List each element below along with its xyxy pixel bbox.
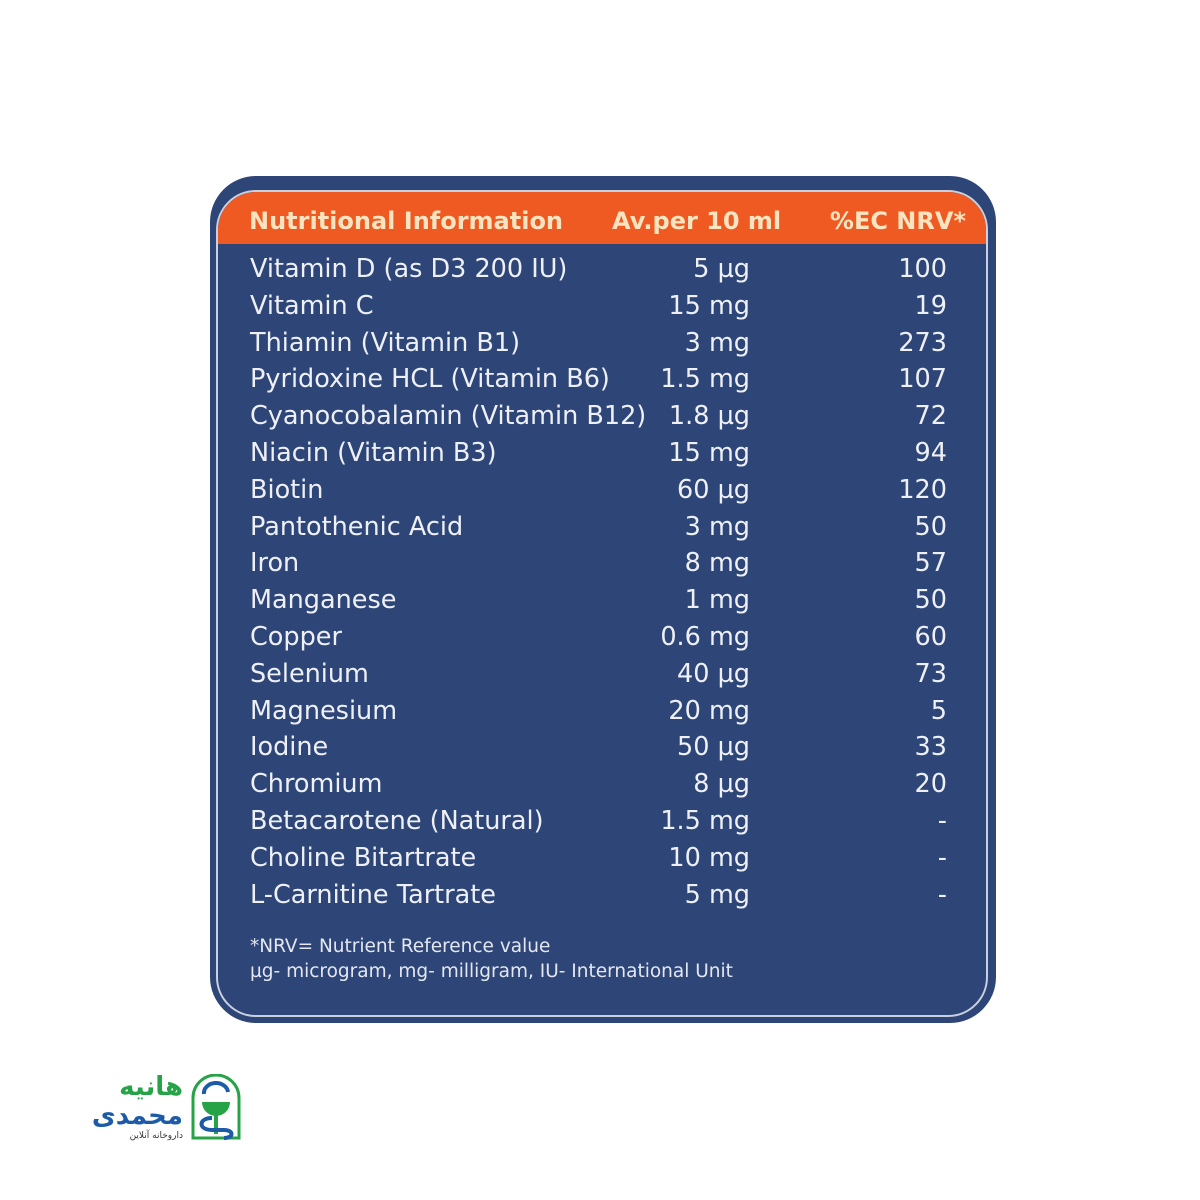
nutrient-nrv: 72 xyxy=(914,401,947,432)
nutrient-amount: 1 mg xyxy=(684,585,750,616)
table-row: Iron 8 mg 57 xyxy=(218,548,986,585)
nutrient-amount: 1.8 µg xyxy=(668,401,750,432)
nutrient-amount: 3 mg xyxy=(684,327,750,358)
table-row: Vitamin C 15 mg 19 xyxy=(218,291,986,328)
nutrient-amount: 10 mg xyxy=(668,842,750,873)
nutrient-name: Pantothenic Acid xyxy=(250,511,464,542)
table-row: Magnesium 20 mg 5 xyxy=(218,696,986,733)
nutrient-name: Selenium xyxy=(250,658,369,689)
nutrient-name: Magnesium xyxy=(250,695,398,726)
nutrient-amount: 8 µg xyxy=(693,769,750,800)
pharmacy-logo: هانیه محمدی داروخانه آنلاین xyxy=(58,1072,242,1142)
logo-line-2: محمدی xyxy=(91,1101,183,1131)
nutrient-table: Vitamin D (as D3 200 IU) 5 µg 100 Vitamin C… xyxy=(218,254,986,916)
nutrient-name: Biotin xyxy=(250,474,324,505)
nutrient-name: Niacin (Vitamin B3) xyxy=(250,437,497,468)
nutrient-amount: 15 mg xyxy=(668,437,750,468)
nutrient-name: Choline Bitartrate xyxy=(250,842,477,873)
nutrient-amount: 1.5 mg xyxy=(660,805,750,836)
logo-line-1: هانیه xyxy=(119,1072,183,1102)
nutrient-amount: 5 mg xyxy=(684,879,750,910)
nutrient-nrv: - xyxy=(937,879,947,910)
nutrient-name: Cyanocobalamin (Vitamin B12) xyxy=(250,401,647,432)
table-row: Thiamin (Vitamin B1) 3 mg 273 xyxy=(218,328,986,365)
nutrient-amount: 40 µg xyxy=(677,658,750,689)
nutrient-nrv: 60 xyxy=(914,621,947,652)
nutrient-nrv: 57 xyxy=(914,548,947,579)
nutrient-nrv: 19 xyxy=(914,290,947,321)
nutrient-name: Vitamin D (as D3 200 IU) xyxy=(250,254,568,284)
table-row: Pyridoxine HCL (Vitamin B6) 1.5 mg 107 xyxy=(218,364,986,401)
nutrition-label: Nutritional Information Av.per 10 ml %EC… xyxy=(210,176,996,1023)
nutrient-name: Iodine xyxy=(250,732,329,763)
nutrient-name: Thiamin (Vitamin B1) xyxy=(250,327,521,358)
nutrient-name: Betacarotene (Natural) xyxy=(250,805,544,836)
nutrient-nrv: 273 xyxy=(898,327,947,358)
table-row: Cyanocobalamin (Vitamin B12) 1.8 µg 72 xyxy=(218,401,986,438)
header-nutritional-information: Nutritional Information xyxy=(249,207,564,235)
table-row: Iodine 50 µg 33 xyxy=(218,732,986,769)
nutrient-nrv: 120 xyxy=(898,474,947,505)
nutrient-amount: 5 µg xyxy=(693,254,750,284)
table-header: Nutritional Information Av.per 10 ml %EC… xyxy=(218,192,986,244)
nutrient-nrv: - xyxy=(937,805,947,836)
table-row: Copper 0.6 mg 60 xyxy=(218,622,986,659)
table-row: Manganese 1 mg 50 xyxy=(218,585,986,622)
label-inner-border: Nutritional Information Av.per 10 ml %EC… xyxy=(216,190,988,1017)
table-row: Betacarotene (Natural) 1.5 mg - xyxy=(218,806,986,843)
nutrient-name: Pyridoxine HCL (Vitamin B6) xyxy=(250,364,610,395)
pharmacy-bowl-icon xyxy=(191,1074,241,1140)
table-row: Chromium 8 µg 20 xyxy=(218,769,986,806)
footnote-units: µg- microgram, mg- milligram, IU- Intern… xyxy=(250,961,733,982)
nutrient-name: Iron xyxy=(250,548,300,579)
nutrient-nrv: 50 xyxy=(914,511,947,542)
nutrient-nrv: 5 xyxy=(930,695,947,726)
nutrient-amount: 1.5 mg xyxy=(660,364,750,395)
header-amount: Av.per 10 ml xyxy=(612,207,782,235)
nutrient-nrv: 94 xyxy=(914,437,947,468)
table-row: L-Carnitine Tartrate 5 mg - xyxy=(218,880,986,917)
table-row: Choline Bitartrate 10 mg - xyxy=(218,843,986,880)
table-row: Niacin (Vitamin B3) 15 mg 94 xyxy=(218,438,986,475)
nutrient-amount: 0.6 mg xyxy=(660,621,750,652)
table-row: Biotin 60 µg 120 xyxy=(218,475,986,512)
table-row: Pantothenic Acid 3 mg 50 xyxy=(218,512,986,549)
footnotes: *NRV= Nutrient Reference value µg- micro… xyxy=(250,934,733,984)
nutrient-name: Copper xyxy=(250,621,342,652)
table-row: Selenium 40 µg 73 xyxy=(218,659,986,696)
nutrient-amount: 60 µg xyxy=(677,474,750,505)
nutrient-amount: 3 mg xyxy=(684,511,750,542)
nutrient-nrv: 50 xyxy=(914,585,947,616)
footnote-nrv: *NRV= Nutrient Reference value xyxy=(250,936,551,957)
nutrient-amount: 50 µg xyxy=(677,732,750,763)
nutrient-nrv: 33 xyxy=(914,732,947,763)
table-row: Vitamin D (as D3 200 IU) 5 µg 100 xyxy=(218,254,986,291)
nutrient-nrv: 20 xyxy=(914,769,947,800)
nutrient-nrv: 100 xyxy=(898,254,947,284)
nutrient-amount: 15 mg xyxy=(668,290,750,321)
nutrient-name: L-Carnitine Tartrate xyxy=(250,879,496,910)
logo-line-3: داروخانه آنلاین xyxy=(129,1131,183,1141)
nutrient-nrv: 107 xyxy=(898,364,947,395)
header-nrv: %EC NRV* xyxy=(829,207,966,235)
logo-text: هانیه محمدی داروخانه آنلاین xyxy=(58,1072,183,1142)
nutrient-nrv: - xyxy=(937,842,947,873)
nutrient-name: Vitamin C xyxy=(250,290,374,321)
nutrient-amount: 8 mg xyxy=(684,548,750,579)
nutrient-name: Chromium xyxy=(250,769,383,800)
nutrient-nrv: 73 xyxy=(914,658,947,689)
nutrient-amount: 20 mg xyxy=(668,695,750,726)
nutrient-name: Manganese xyxy=(250,585,397,616)
